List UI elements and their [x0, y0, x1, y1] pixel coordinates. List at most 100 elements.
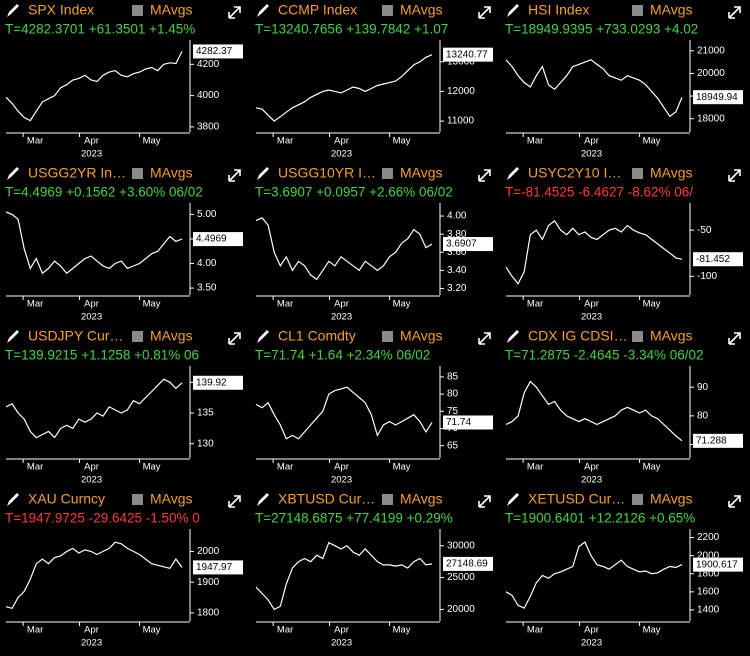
- last-value-label: 4.4969: [196, 234, 227, 245]
- edit-icon[interactable]: [507, 493, 519, 506]
- toggle-box[interactable]: [132, 168, 143, 179]
- toggle-label[interactable]: MAvgs: [150, 328, 193, 344]
- toggle-box[interactable]: [382, 331, 393, 342]
- chart-panel: USGG10YR I… MAvgs T=3.6907 +0.0957 +2.66% …: [255, 165, 493, 323]
- y-tick-label: 2000: [697, 550, 720, 561]
- x-tick-label: Apr: [84, 625, 99, 636]
- toggle-label[interactable]: MAvgs: [400, 491, 443, 507]
- edit-icon[interactable]: [507, 4, 519, 17]
- x-tick-label: May: [393, 625, 411, 636]
- y-tick-label: 20000: [447, 604, 475, 615]
- toggle-label[interactable]: MAvgs: [150, 2, 193, 18]
- last-value-label: 71.74: [446, 417, 471, 428]
- chart-panel: HSI Index MAvgs T=18949.9395 +733.0293 +4.…: [505, 2, 743, 160]
- quote: T=4282.3701 +61.3501 +1.45%: [5, 22, 195, 37]
- y-tick-label: -50: [697, 225, 712, 236]
- y-tick-label: 21000: [697, 45, 725, 56]
- expand-icon[interactable]: [728, 6, 741, 19]
- y-tick-label: 1800: [197, 607, 220, 618]
- x-year-label: 2023: [581, 312, 602, 323]
- last-value-label: 4282.37: [196, 46, 233, 57]
- toggle-box[interactable]: [382, 168, 393, 179]
- chart-title: XAU Curncy: [28, 491, 105, 507]
- edit-icon[interactable]: [507, 330, 519, 343]
- y-tick-label: 1400: [697, 605, 720, 616]
- y-tick-label: 75: [447, 406, 459, 417]
- y-tick-label: 1800: [697, 568, 720, 579]
- toggle-box[interactable]: [382, 494, 393, 505]
- edit-icon[interactable]: [257, 167, 269, 180]
- chart-title: USYC2Y10 I…: [528, 165, 621, 181]
- y-tick-label: 4200: [197, 59, 220, 70]
- edit-icon[interactable]: [7, 493, 19, 506]
- toggle-label[interactable]: MAvgs: [650, 491, 693, 507]
- expand-icon[interactable]: [728, 495, 741, 508]
- x-tick-label: May: [143, 299, 161, 310]
- expand-icon[interactable]: [478, 6, 491, 19]
- edit-icon[interactable]: [7, 4, 19, 17]
- last-value-label: 3.6907: [446, 239, 477, 250]
- toggle-box[interactable]: [382, 5, 393, 16]
- last-value-box: [193, 375, 243, 390]
- toggle-box[interactable]: [132, 5, 143, 16]
- last-value-box: [443, 556, 493, 571]
- expand-icon[interactable]: [228, 6, 241, 19]
- chart-title: XBTUSD Cur…: [278, 491, 375, 507]
- y-tick-label: 3800: [197, 122, 220, 133]
- quote: T=27148.6875 +77.4199 +0.29%: [255, 511, 453, 526]
- toggle-label[interactable]: MAvgs: [400, 165, 443, 181]
- price-line: [505, 59, 683, 118]
- toggle-box[interactable]: [632, 331, 643, 342]
- toggle-box[interactable]: [632, 494, 643, 505]
- y-tick-label: 3.60: [447, 247, 467, 258]
- y-tick-label: 2200: [697, 532, 720, 543]
- expand-icon[interactable]: [728, 332, 741, 345]
- toggle-label[interactable]: MAvgs: [650, 328, 693, 344]
- toggle-box[interactable]: [132, 494, 143, 505]
- expand-icon[interactable]: [728, 169, 741, 182]
- x-tick-label: Mar: [277, 136, 293, 147]
- edit-icon[interactable]: [7, 167, 19, 180]
- toggle-label[interactable]: MAvgs: [150, 165, 193, 181]
- last-value-box: [193, 232, 243, 247]
- expand-icon[interactable]: [478, 495, 491, 508]
- quote: T=1947.9725 -29.6425 -1.50% 0: [5, 511, 200, 526]
- last-value-label: 71.288: [696, 435, 727, 446]
- toggle-label[interactable]: MAvgs: [400, 328, 443, 344]
- last-value-box: [193, 44, 243, 59]
- expand-icon[interactable]: [228, 169, 241, 182]
- toggle-label[interactable]: MAvgs: [400, 2, 443, 18]
- x-year-label: 2023: [331, 638, 352, 649]
- edit-icon[interactable]: [7, 330, 19, 343]
- last-value-label: 13240.77: [446, 49, 488, 60]
- x-tick-label: May: [643, 136, 661, 147]
- edit-icon[interactable]: [257, 493, 269, 506]
- toggle-box[interactable]: [132, 331, 143, 342]
- chart-title: CDX IG CDSI…: [528, 328, 628, 344]
- toggle-box[interactable]: [632, 5, 643, 16]
- y-tick-label: 80: [447, 389, 459, 400]
- toggle-label[interactable]: MAvgs: [650, 165, 693, 181]
- expand-icon[interactable]: [228, 332, 241, 345]
- expand-icon[interactable]: [478, 169, 491, 182]
- y-tick-label: 2000: [197, 546, 220, 557]
- price-line: [255, 541, 433, 611]
- toggle-label[interactable]: MAvgs: [650, 2, 693, 18]
- chart-panel: XETUSD Cur… MAvgs T=1900.6401 +12.2126 +0.…: [505, 491, 743, 649]
- x-tick-label: May: [393, 299, 411, 310]
- y-tick-label: 90: [697, 382, 709, 393]
- last-value-label: 1947.97: [196, 562, 233, 573]
- edit-icon[interactable]: [257, 330, 269, 343]
- expand-icon[interactable]: [478, 332, 491, 345]
- toggle-label[interactable]: MAvgs: [150, 491, 193, 507]
- last-value-box: [193, 560, 243, 575]
- chart-title: USGG10YR I…: [278, 165, 376, 181]
- edit-icon[interactable]: [257, 4, 269, 17]
- last-value-label: 139.92: [196, 377, 227, 388]
- expand-icon[interactable]: [228, 495, 241, 508]
- edit-icon[interactable]: [507, 167, 519, 180]
- x-year-label: 2023: [581, 475, 602, 486]
- toggle-box[interactable]: [632, 168, 643, 179]
- y-tick-label: 18000: [697, 113, 725, 124]
